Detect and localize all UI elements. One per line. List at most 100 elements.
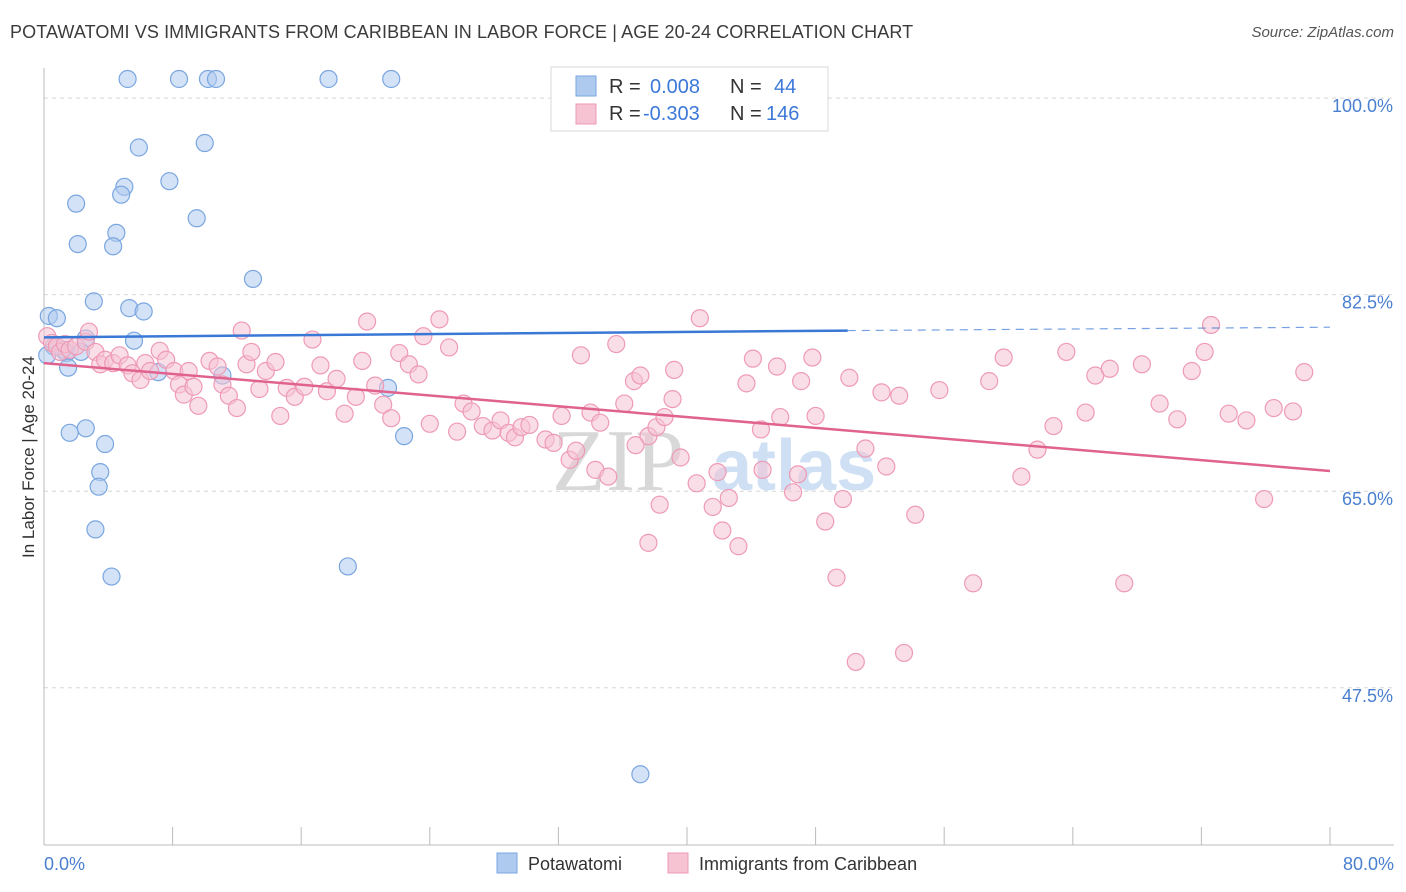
- point-potawatomi: [124, 331, 144, 350]
- point-caribbean: [303, 330, 322, 349]
- legend-n-value-2: 146: [766, 103, 799, 125]
- point-potawatomi: [60, 423, 79, 442]
- point-caribbean: [708, 463, 727, 482]
- point-caribbean: [184, 377, 203, 396]
- point-caribbean: [771, 407, 790, 427]
- point-caribbean: [420, 414, 439, 433]
- point-caribbean: [767, 357, 787, 376]
- point-caribbean: [650, 495, 669, 514]
- point-caribbean: [353, 351, 372, 371]
- point-potawatomi: [118, 69, 137, 89]
- point-potawatomi: [89, 477, 108, 496]
- point-potawatomi: [68, 234, 87, 254]
- legend-r-label-2: R =: [609, 103, 641, 125]
- point-caribbean: [639, 533, 658, 552]
- point-potawatomi: [187, 209, 206, 228]
- point-potawatomi: [195, 133, 214, 153]
- point-caribbean: [806, 406, 825, 426]
- point-caribbean: [1044, 416, 1063, 436]
- point-potawatomi: [76, 419, 95, 438]
- point-caribbean: [631, 366, 650, 385]
- point-caribbean: [783, 483, 803, 502]
- point-caribbean: [1168, 410, 1187, 429]
- point-caribbean: [930, 381, 949, 400]
- bottom-legend-swatch-caribbean: [667, 852, 689, 874]
- point-caribbean: [266, 352, 285, 372]
- point-caribbean: [414, 327, 433, 346]
- point-potawatomi: [47, 309, 66, 328]
- point-caribbean: [840, 368, 859, 387]
- bottom-legend-swatch-potawatomi: [496, 852, 518, 874]
- point-caribbean: [242, 342, 261, 362]
- legend-r-value-1: 0.008: [650, 76, 700, 98]
- x-tick-label-max: 80.0%: [1343, 854, 1394, 874]
- point-caribbean: [1264, 398, 1283, 418]
- legend: R = 0.008 N = 44 R = -0.303 N = 146: [550, 66, 829, 132]
- point-caribbean: [655, 407, 674, 427]
- legend-n-value-1: 44: [774, 76, 796, 98]
- legend-n-label-2: N =: [730, 103, 762, 125]
- point-caribbean: [615, 394, 634, 413]
- legend-r-value-2: -0.303: [643, 103, 700, 125]
- point-caribbean: [1254, 489, 1274, 509]
- point-potawatomi: [394, 427, 414, 446]
- point-caribbean: [571, 346, 591, 365]
- point-potawatomi: [169, 69, 189, 89]
- trend-lines: [43, 326, 1331, 473]
- point-potawatomi: [86, 520, 105, 539]
- source-credit: Source: ZipAtlas.com: [1251, 24, 1394, 41]
- point-caribbean: [846, 652, 865, 672]
- y-tick-label: 47.5%: [1342, 686, 1393, 706]
- point-caribbean: [1237, 411, 1256, 430]
- point-caribbean: [607, 334, 626, 354]
- point-potawatomi: [59, 358, 78, 377]
- point-potawatomi: [67, 194, 86, 213]
- point-potawatomi: [160, 172, 179, 191]
- bottom-legend-label-potawatomi: Potawatomi: [528, 854, 622, 874]
- bottom-legend: Potawatomi Immigrants from Caribbean: [496, 852, 917, 874]
- bottom-legend-label-caribbean: Immigrants from Caribbean: [699, 854, 917, 874]
- point-potawatomi: [84, 292, 103, 311]
- point-caribbean: [719, 488, 738, 508]
- point-potawatomi: [382, 69, 401, 89]
- point-caribbean: [980, 372, 999, 391]
- point-caribbean: [856, 439, 875, 458]
- legend-swatch-caribbean: [575, 103, 597, 125]
- point-caribbean: [591, 413, 610, 432]
- x-tick-label-min: 0.0%: [44, 854, 85, 874]
- legend-n-label-1: N =: [730, 76, 762, 98]
- point-caribbean: [1115, 574, 1134, 593]
- point-caribbean: [1182, 361, 1201, 381]
- point-caribbean: [1150, 394, 1169, 413]
- point-caribbean: [448, 422, 467, 441]
- point-caribbean: [1028, 440, 1047, 459]
- point-caribbean: [430, 310, 449, 329]
- point-caribbean: [626, 436, 645, 455]
- point-caribbean: [271, 406, 290, 426]
- point-caribbean: [566, 441, 586, 460]
- point-caribbean: [890, 386, 909, 405]
- point-caribbean: [439, 338, 459, 357]
- point-caribbean: [358, 312, 377, 331]
- point-caribbean: [409, 365, 428, 384]
- trend-line-caribbean: [43, 361, 1331, 473]
- point-caribbean: [1057, 342, 1076, 362]
- point-caribbean: [552, 406, 571, 426]
- point-caribbean: [311, 356, 330, 375]
- point-caribbean: [520, 415, 539, 435]
- legend-r-label-1: R =: [609, 76, 641, 98]
- point-caribbean: [792, 372, 811, 391]
- trend-line-potawatomi-extension: [847, 326, 1331, 332]
- point-caribbean: [737, 374, 756, 393]
- point-potawatomi: [631, 765, 650, 784]
- point-caribbean: [382, 409, 401, 428]
- point-caribbean: [827, 568, 846, 587]
- point-caribbean: [227, 398, 246, 418]
- point-potawatomi: [338, 557, 357, 576]
- point-potawatomi: [129, 138, 148, 157]
- y-tick-labels: 100.0% 82.5% 65.0% 47.5%: [1332, 96, 1393, 706]
- legend-swatch-potawatomi: [575, 75, 597, 97]
- point-caribbean: [729, 537, 748, 556]
- point-potawatomi: [102, 567, 121, 586]
